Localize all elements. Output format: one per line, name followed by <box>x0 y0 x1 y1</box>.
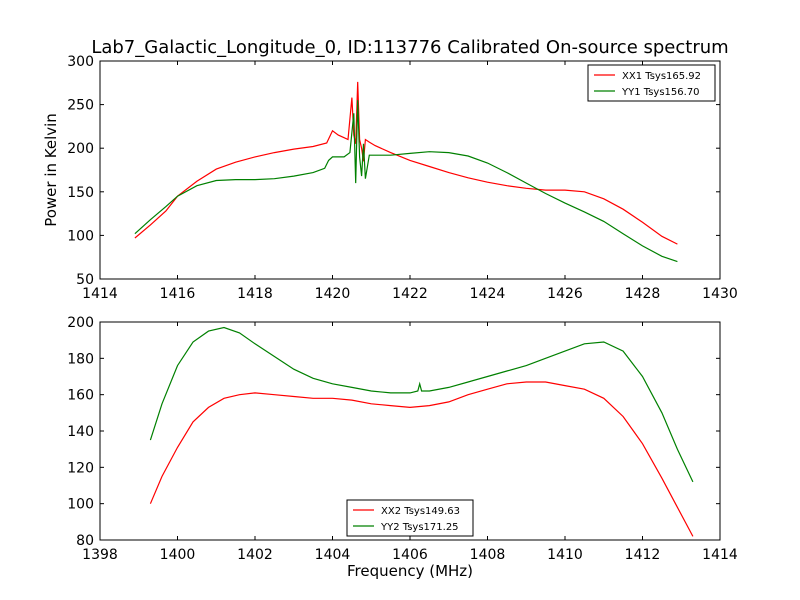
x-tick-label: 1406 <box>392 547 428 563</box>
series-line-2-1 <box>149 381 694 537</box>
legend-entry: YY1 Tsys156.70 <box>621 87 700 98</box>
figure-title: Lab7_Galactic_Longitude_0, ID:113776 Cal… <box>91 37 728 58</box>
legend: XX2 Tsys149.63 YY2 Tsys171.25 <box>346 499 474 537</box>
top-spectrum-plot: 1414 1416 1418 1420 1422 1424 1426 1428 1430 50 10… <box>42 54 738 302</box>
y-axis-label: Power in Kelvin <box>42 113 60 227</box>
series-line-1-1 <box>134 81 678 245</box>
x-tick-label: 1424 <box>470 286 506 302</box>
y-tick-label: 180 <box>67 351 94 367</box>
y-tick-label: 150 <box>67 185 94 201</box>
legend-box <box>587 64 716 102</box>
legend: XX1 Tsys165.92 YY1 Tsys156.70 <box>587 64 716 102</box>
legend-entry: YY2 Tsys171.25 <box>380 522 459 533</box>
x-tick-label: 1420 <box>315 286 351 302</box>
y-tick-label: 300 <box>67 54 94 70</box>
x-tick-label: 1422 <box>392 286 428 302</box>
legend-box <box>346 499 474 537</box>
y-tick-label: 120 <box>67 460 94 476</box>
y-tick-label: 200 <box>67 315 94 331</box>
x-tick-label: 1416 <box>160 286 196 302</box>
y-tick-label: 140 <box>67 424 94 440</box>
x-tick-label: 1414 <box>82 286 118 302</box>
x-tick-label: 1426 <box>547 286 583 302</box>
y-tick-label: 160 <box>67 388 94 404</box>
x-tick-label: 1408 <box>470 547 506 563</box>
x-tick-label: 1402 <box>237 547 273 563</box>
bottom-spectrum-plot: 1398 1400 1402 1404 1406 1408 1410 1412 1414 80 10… <box>67 315 738 580</box>
legend-entry: XX1 Tsys165.92 <box>622 71 701 82</box>
y-tick-label: 50 <box>76 272 94 288</box>
x-tick-label: 1400 <box>160 547 196 563</box>
y-tick-label: 100 <box>67 228 94 244</box>
x-tick-label: 1398 <box>82 547 118 563</box>
legend-entry: XX2 Tsys149.63 <box>381 506 460 517</box>
series-line-1-2 <box>134 100 678 263</box>
x-tick-label: 1428 <box>625 286 661 302</box>
x-tick-label: 1414 <box>702 547 738 563</box>
x-axis-label: Frequency (MHz) <box>347 562 473 580</box>
x-tick-label: 1418 <box>237 286 273 302</box>
x-tick-label: 1412 <box>625 547 661 563</box>
y-tick-label: 80 <box>76 533 94 549</box>
x-tick-label: 1410 <box>547 547 583 563</box>
x-tick-label: 1404 <box>315 547 351 563</box>
y-tick-label: 250 <box>67 98 94 114</box>
y-tick-label: 100 <box>67 497 94 513</box>
y-tick-label: 200 <box>67 141 94 157</box>
x-tick-label: 1430 <box>702 286 738 302</box>
series-line-2-2 <box>149 326 694 483</box>
